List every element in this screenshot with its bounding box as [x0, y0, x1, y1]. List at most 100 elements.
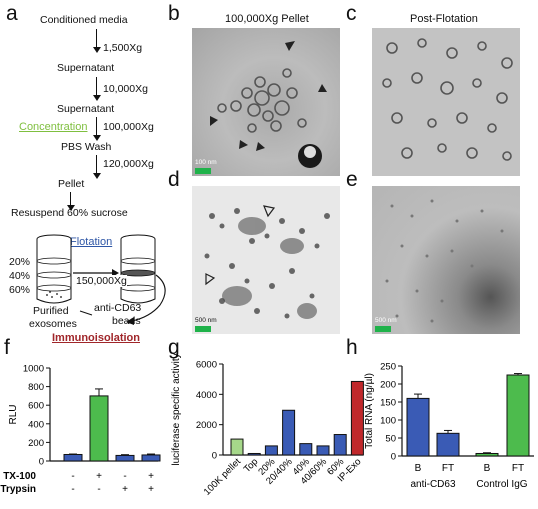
h-bar [436, 432, 460, 457]
f-bar [141, 454, 161, 462]
h-category-label: FT [512, 463, 524, 474]
g-bar [316, 445, 330, 456]
f-y-tick-label: 800 [28, 382, 44, 393]
speed-2: 10,000Xg [103, 83, 148, 95]
step-conditioned-media: Conditioned media [40, 14, 128, 26]
h-y-tick-label: 200 [380, 380, 396, 391]
scale-bar-d [195, 326, 211, 332]
gradient-60: 60% [9, 284, 31, 296]
step-pellet: Pellet [58, 178, 85, 190]
f-bar [115, 454, 135, 462]
gradient-20: 20% [9, 256, 31, 268]
h-y-tick-label: 250 [380, 362, 396, 373]
f-condition-tx100: + [96, 471, 102, 482]
h-y-tick-label: 150 [380, 398, 396, 409]
tube-right-icon [120, 234, 156, 304]
bead-arrow [79, 310, 93, 316]
micrograph-c [372, 28, 520, 176]
beads-label-1: anti-CD63 [94, 302, 142, 314]
exosomes-label-2: exosomes [29, 318, 77, 330]
panel-label-g: g [168, 336, 180, 359]
scale-text-e: 500 nm [375, 317, 397, 324]
gradient-tubes-diagram [36, 234, 166, 325]
panel-label-c: c [346, 2, 357, 25]
micrograph-b: 100 nm [192, 28, 340, 176]
g-bar [264, 445, 278, 456]
speed-1: 1,500Xg [103, 42, 143, 54]
chart-f-rlu: 0 200 400 600 800 1000 RLU - - + - - + + + TX-100 Trypsi… [0, 364, 161, 495]
flotation-speed: 150,000Xg [76, 275, 127, 287]
arrow-1 [91, 29, 102, 53]
panel-label-b: b [168, 2, 180, 25]
h-y-tick-label: 0 [391, 452, 396, 463]
step-resuspend: Resuspend 60% sucrose [11, 207, 128, 219]
f-y-tick-label: 0 [39, 457, 44, 468]
g-y-tick-label: 6000 [196, 360, 217, 371]
arrow-4 [91, 155, 102, 179]
h-bar [406, 397, 430, 457]
speed-4: 120,000Xg [103, 158, 154, 170]
h-y-tick-label: 100 [380, 416, 396, 427]
b-pointer-arrows-icon [210, 41, 327, 151]
step-pbs-wash: PBS Wash [61, 141, 112, 153]
arrow-2 [91, 77, 102, 101]
micrograph-c-image [382, 38, 513, 161]
f-bar [89, 395, 109, 462]
micrograph-d: 500 nm [192, 186, 340, 334]
arrow-3 [91, 117, 102, 141]
h-bar [506, 374, 530, 457]
beads-label-2: beads [112, 315, 141, 327]
immunoisolation-label: Immunoisolation [52, 332, 140, 344]
g-y-tick-label: 4000 [196, 390, 217, 401]
speed-3: 100,000Xg [103, 121, 154, 133]
g-bar [350, 380, 364, 456]
micrograph-e-image [385, 199, 504, 323]
arrow-5 [65, 192, 76, 211]
f-y-tick-label: 400 [28, 419, 44, 430]
curved-arrowhead [126, 317, 134, 325]
g-bar [247, 452, 261, 456]
concentration-label: Concentration [19, 121, 88, 133]
h-bar [475, 452, 499, 457]
f-y-tick-label: 1000 [23, 364, 44, 375]
f-row-label-tx100: TX-100 [3, 471, 36, 482]
h-group-label: Control IgG [476, 479, 527, 490]
f-condition-tx100: + [148, 471, 154, 482]
g-bar [230, 438, 244, 456]
d-pointer-arrows-icon [205, 205, 276, 286]
g-bar [299, 443, 313, 456]
micrograph-c-title: Post-Flotation [410, 13, 478, 25]
panel-label-a: a [6, 2, 18, 25]
panel-label-e: e [346, 168, 358, 191]
micrograph-b-image [210, 41, 327, 168]
g-bar [282, 409, 296, 456]
f-y-tick-label: 200 [28, 438, 44, 449]
f-condition-trypsin: - [71, 484, 74, 495]
scale-bar-e [375, 326, 391, 332]
step-supernatant-2: Supernatant [57, 103, 115, 115]
f-condition-trypsin: + [122, 484, 128, 495]
h-category-label: FT [442, 463, 454, 474]
h-category-label: B [415, 463, 422, 474]
gradient-40: 40% [9, 270, 31, 282]
g-category-label: 100K pellet [202, 456, 244, 498]
f-condition-tx100: - [123, 471, 126, 482]
f-row-label-trypsin: Trypsin [0, 484, 36, 495]
chart-h-total-rna: 0 50 100 150 200 250 Total RNA (ng/µl) B FT B FT an… [364, 362, 534, 490]
h-y-tick-label: 50 [385, 434, 396, 445]
g-bar [333, 434, 347, 456]
exosomes-label-1: Purified [33, 305, 69, 317]
f-bar [63, 453, 83, 462]
curved-arrow [131, 274, 166, 322]
chart-g-luciferase: 0 2000 4000 6000 luciferase specific activit… [171, 353, 364, 498]
tube-left-icon [36, 234, 72, 304]
panel-label-d: d [168, 168, 180, 191]
panel-label-h: h [346, 336, 358, 359]
h-group-label: anti-CD63 [410, 479, 455, 490]
f-condition-tx100: - [71, 471, 74, 482]
g-y-tick-label: 0 [212, 451, 217, 462]
h-y-label: Total RNA (ng/µl) [364, 373, 375, 449]
f-condition-trypsin: - [97, 484, 100, 495]
micrograph-d-image [204, 205, 330, 319]
step-supernatant-1: Supernatant [57, 62, 115, 74]
